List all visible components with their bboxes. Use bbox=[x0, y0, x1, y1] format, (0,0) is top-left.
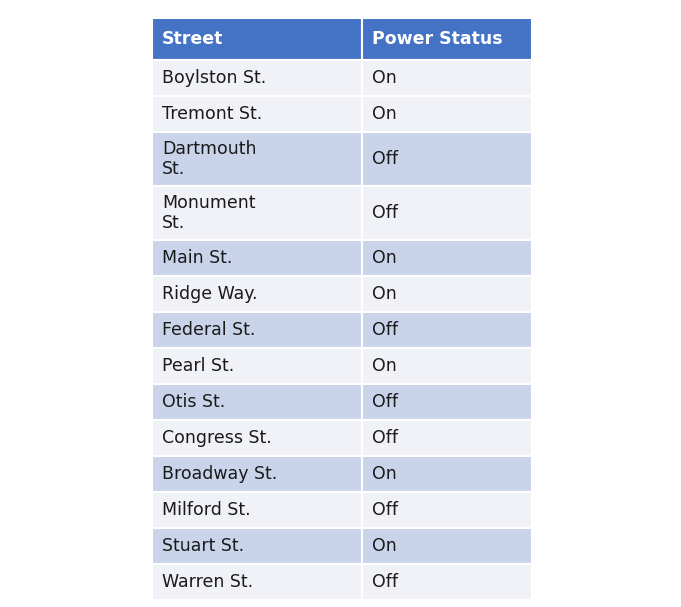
Bar bbox=[362, 276, 532, 312]
Text: Boylston St.: Boylston St. bbox=[162, 69, 266, 87]
Bar bbox=[152, 492, 362, 528]
Bar bbox=[362, 492, 532, 528]
Bar bbox=[152, 18, 362, 60]
Bar bbox=[362, 132, 532, 186]
Text: Warren St.: Warren St. bbox=[162, 573, 253, 591]
Text: Dartmouth
St.: Dartmouth St. bbox=[162, 140, 257, 178]
Bar bbox=[362, 420, 532, 456]
Text: On: On bbox=[372, 285, 397, 303]
Text: Street: Street bbox=[162, 30, 223, 48]
Bar bbox=[362, 456, 532, 492]
Bar bbox=[152, 186, 362, 240]
Text: Off: Off bbox=[372, 393, 398, 411]
Bar bbox=[152, 312, 362, 348]
Bar bbox=[362, 312, 532, 348]
Text: Otis St.: Otis St. bbox=[162, 393, 225, 411]
Bar bbox=[362, 384, 532, 420]
Bar bbox=[362, 564, 532, 600]
Text: Off: Off bbox=[372, 204, 398, 222]
Text: On: On bbox=[372, 357, 397, 375]
Text: On: On bbox=[372, 69, 397, 87]
Text: Tremont St.: Tremont St. bbox=[162, 105, 262, 123]
Bar bbox=[152, 528, 362, 564]
Text: Off: Off bbox=[372, 573, 398, 591]
Bar bbox=[152, 564, 362, 600]
Text: Pearl St.: Pearl St. bbox=[162, 357, 234, 375]
Text: Ridge Way.: Ridge Way. bbox=[162, 285, 257, 303]
Bar bbox=[152, 384, 362, 420]
Text: Stuart St.: Stuart St. bbox=[162, 537, 244, 555]
Text: Power Status: Power Status bbox=[372, 30, 503, 48]
Bar bbox=[152, 60, 362, 96]
Text: Off: Off bbox=[372, 501, 398, 519]
Bar bbox=[152, 96, 362, 132]
Text: Main St.: Main St. bbox=[162, 249, 232, 267]
Bar bbox=[152, 348, 362, 384]
Bar bbox=[152, 456, 362, 492]
Bar bbox=[152, 132, 362, 186]
Text: Off: Off bbox=[372, 429, 398, 447]
Bar bbox=[362, 186, 532, 240]
Text: Milford St.: Milford St. bbox=[162, 501, 251, 519]
Text: On: On bbox=[372, 249, 397, 267]
Text: Off: Off bbox=[372, 150, 398, 168]
Bar bbox=[152, 276, 362, 312]
Bar bbox=[362, 96, 532, 132]
Text: Monument
St.: Monument St. bbox=[162, 194, 255, 232]
Text: Congress St.: Congress St. bbox=[162, 429, 272, 447]
Text: On: On bbox=[372, 105, 397, 123]
Bar bbox=[152, 240, 362, 276]
Text: Federal St.: Federal St. bbox=[162, 321, 255, 339]
Bar bbox=[152, 420, 362, 456]
Bar bbox=[362, 18, 532, 60]
Text: On: On bbox=[372, 537, 397, 555]
Bar bbox=[362, 60, 532, 96]
Text: On: On bbox=[372, 465, 397, 483]
Bar bbox=[362, 348, 532, 384]
Text: Broadway St.: Broadway St. bbox=[162, 465, 277, 483]
Text: Off: Off bbox=[372, 321, 398, 339]
Bar bbox=[362, 528, 532, 564]
Bar bbox=[362, 240, 532, 276]
